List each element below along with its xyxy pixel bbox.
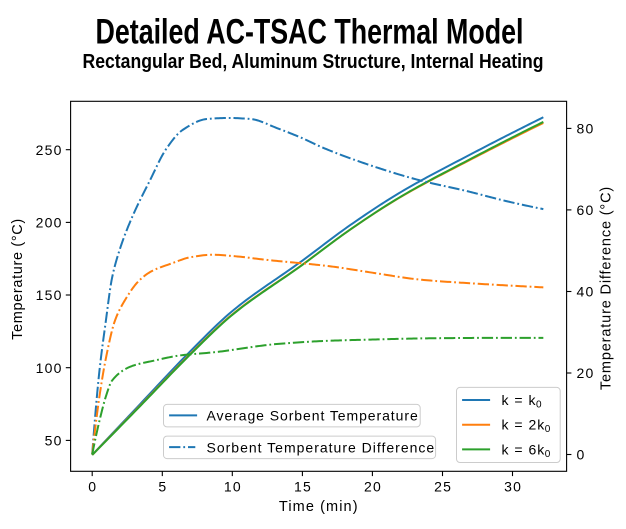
svg-text:150: 150 (36, 287, 63, 303)
svg-text:Time (min): Time (min) (279, 499, 359, 515)
svg-text:100: 100 (36, 360, 63, 376)
svg-text:50: 50 (45, 433, 63, 449)
svg-text:10: 10 (224, 479, 242, 495)
svg-text:0: 0 (88, 479, 97, 495)
svg-text:80: 80 (577, 121, 595, 137)
svg-text:Rectangular Bed, Aluminum Stru: Rectangular Bed, Aluminum Structure, Int… (83, 50, 544, 73)
svg-text:k = 6k0: k = 6k0 (502, 441, 552, 460)
svg-text:20: 20 (364, 479, 382, 495)
svg-text:15: 15 (294, 479, 312, 495)
svg-text:5: 5 (158, 479, 167, 495)
svg-text:k = 2k0: k = 2k0 (502, 417, 552, 436)
svg-text:0: 0 (577, 447, 586, 463)
svg-text:Temperature (°C): Temperature (°C) (10, 218, 26, 340)
svg-text:30: 30 (504, 479, 522, 495)
svg-text:Detailed AC-TSAC Thermal Model: Detailed AC-TSAC Thermal Model (96, 13, 524, 52)
svg-text:Average Sorbent Temperature: Average Sorbent Temperature (207, 408, 419, 424)
svg-text:40: 40 (577, 284, 595, 300)
svg-text:Temperature Difference (°C): Temperature Difference (°C) (599, 186, 615, 390)
svg-text:250: 250 (36, 142, 63, 158)
svg-text:60: 60 (577, 202, 595, 218)
svg-text:25: 25 (434, 479, 452, 495)
svg-text:Sorbent Temperature Difference: Sorbent Temperature Difference (207, 439, 436, 455)
svg-text:k = k0: k = k0 (502, 392, 543, 411)
svg-text:200: 200 (36, 215, 63, 231)
svg-text:20: 20 (577, 365, 595, 381)
